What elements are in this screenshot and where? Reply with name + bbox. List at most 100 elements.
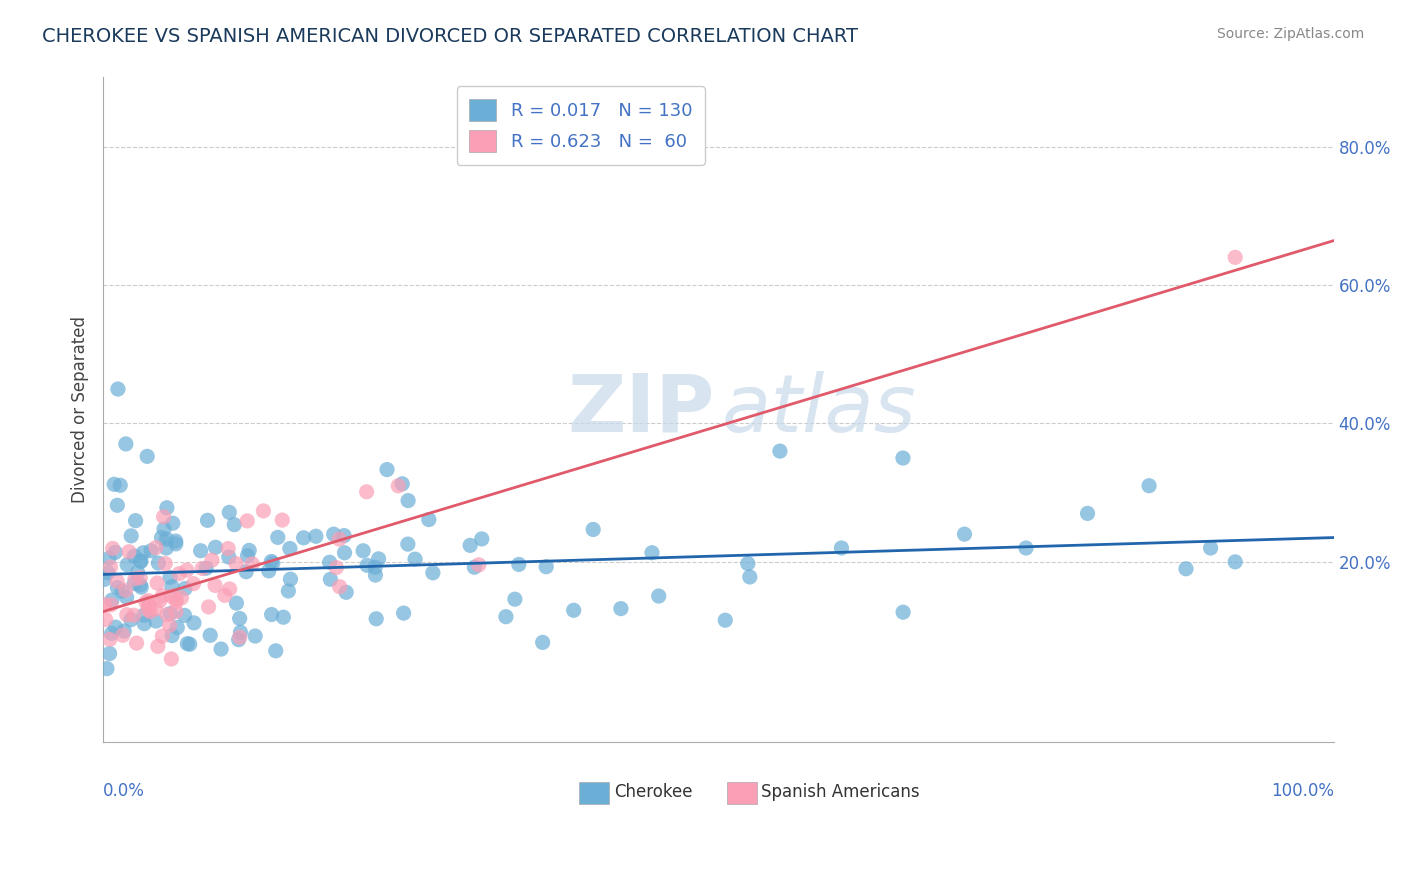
Point bbox=[118, 545, 141, 559]
Text: 0.0%: 0.0% bbox=[103, 781, 145, 799]
Point bbox=[224, 517, 246, 532]
Point bbox=[160, 652, 183, 666]
Point bbox=[201, 553, 224, 567]
Point bbox=[262, 556, 284, 570]
Point bbox=[387, 479, 409, 493]
Text: ZIP: ZIP bbox=[568, 370, 714, 449]
Point bbox=[1225, 555, 1247, 569]
Point bbox=[129, 554, 152, 568]
Point bbox=[129, 554, 152, 568]
Point bbox=[375, 462, 398, 476]
Point bbox=[218, 549, 240, 564]
FancyBboxPatch shape bbox=[579, 781, 609, 804]
Point bbox=[156, 533, 179, 547]
Point bbox=[146, 576, 169, 591]
Point bbox=[160, 589, 183, 603]
Point bbox=[214, 588, 236, 602]
Point bbox=[138, 593, 160, 607]
Point bbox=[204, 578, 226, 592]
Point bbox=[260, 554, 283, 568]
Point bbox=[129, 580, 152, 594]
Point bbox=[156, 607, 179, 622]
Point bbox=[463, 560, 485, 574]
Point bbox=[165, 591, 187, 606]
Point bbox=[278, 541, 301, 556]
Point bbox=[134, 616, 156, 631]
Point bbox=[891, 451, 914, 466]
Point bbox=[152, 509, 174, 524]
Point bbox=[174, 582, 197, 596]
Point bbox=[1076, 507, 1098, 521]
Point bbox=[112, 624, 135, 638]
Point bbox=[100, 598, 122, 612]
Point bbox=[508, 558, 530, 572]
Point bbox=[103, 477, 125, 491]
Point bbox=[132, 546, 155, 560]
Point bbox=[329, 580, 352, 594]
Point bbox=[267, 530, 290, 544]
Point bbox=[122, 608, 145, 623]
Point bbox=[124, 576, 146, 591]
Point bbox=[364, 568, 387, 582]
Point bbox=[139, 605, 162, 619]
Point bbox=[101, 593, 124, 607]
Point bbox=[94, 612, 117, 626]
Point bbox=[356, 484, 378, 499]
Point bbox=[139, 543, 162, 558]
Point bbox=[335, 585, 357, 599]
Point bbox=[115, 558, 138, 572]
Point bbox=[391, 476, 413, 491]
Point bbox=[166, 621, 188, 635]
Point bbox=[104, 620, 127, 634]
Point bbox=[225, 557, 247, 571]
Point bbox=[1137, 479, 1160, 493]
Point bbox=[225, 596, 247, 610]
Point bbox=[333, 528, 356, 542]
Point bbox=[1175, 562, 1198, 576]
Point bbox=[145, 541, 167, 555]
Point bbox=[495, 609, 517, 624]
Point bbox=[98, 632, 121, 647]
Point bbox=[396, 493, 419, 508]
Point bbox=[135, 595, 157, 609]
Point bbox=[236, 514, 259, 528]
Point bbox=[129, 578, 152, 592]
Point bbox=[240, 557, 263, 571]
Point bbox=[333, 546, 356, 560]
Point bbox=[217, 541, 239, 556]
Point bbox=[136, 602, 159, 616]
Point bbox=[366, 612, 388, 626]
Point bbox=[165, 537, 187, 551]
Point bbox=[111, 584, 134, 599]
Point bbox=[110, 478, 132, 492]
Point bbox=[115, 607, 138, 622]
Point bbox=[271, 513, 294, 527]
Point bbox=[162, 516, 184, 531]
Point bbox=[114, 583, 136, 598]
Point bbox=[471, 532, 494, 546]
Point bbox=[159, 618, 181, 632]
Point bbox=[138, 599, 160, 613]
Point bbox=[183, 615, 205, 630]
Point bbox=[352, 543, 374, 558]
Point bbox=[318, 555, 340, 569]
Point bbox=[145, 614, 167, 628]
Point bbox=[115, 437, 138, 451]
Point bbox=[468, 558, 491, 572]
Text: 100.0%: 100.0% bbox=[1271, 781, 1334, 799]
Point bbox=[534, 559, 557, 574]
Point bbox=[105, 574, 128, 589]
Point bbox=[236, 549, 259, 563]
Point bbox=[737, 557, 759, 571]
Point bbox=[392, 606, 415, 620]
Point bbox=[356, 558, 378, 573]
Text: Spanish Americans: Spanish Americans bbox=[762, 782, 920, 801]
Point bbox=[953, 527, 976, 541]
Point bbox=[204, 541, 226, 555]
Point bbox=[149, 593, 172, 607]
Point bbox=[235, 565, 257, 579]
Point bbox=[396, 537, 419, 551]
Point bbox=[209, 642, 232, 657]
Point bbox=[738, 570, 761, 584]
Point bbox=[328, 532, 350, 546]
